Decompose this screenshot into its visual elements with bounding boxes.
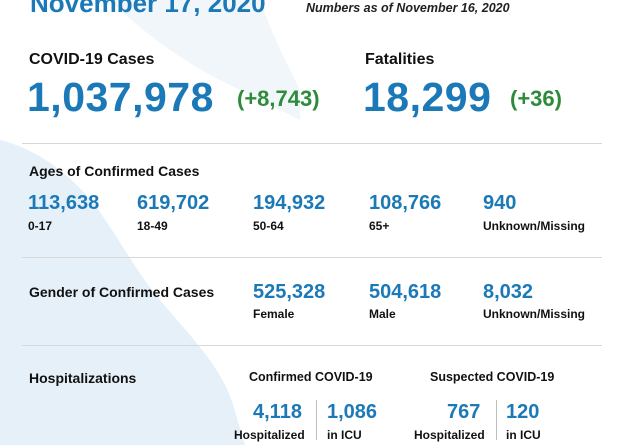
age-label-0-17: 0-17 [28, 219, 53, 233]
cases-delta: (+8,743) [237, 86, 320, 111]
gender-label-male: Male [369, 307, 396, 321]
age-label-50-64: 50-64 [253, 219, 284, 233]
cases-total: 1,037,978 [27, 74, 214, 120]
age-label-18-49: 18-49 [137, 219, 168, 233]
confirmed-hospitalized-value: 4,118 [253, 401, 302, 423]
age-label-65-plus: 65+ [369, 219, 390, 233]
age-value-0-17: 113,638 [28, 192, 100, 214]
suspected-hospitalized-value: 767 [447, 401, 481, 423]
fatalities-total: 18,299 [363, 74, 492, 120]
divider [22, 143, 602, 144]
confirmed-covid-title: Confirmed COVID-19 [249, 370, 373, 384]
gender-title: Gender of Confirmed Cases [29, 284, 215, 300]
cases-label: COVID-19 Cases [29, 51, 155, 68]
suspected-hospitalized-label: Hospitalized [414, 428, 485, 442]
column-separator [316, 400, 317, 440]
as-of-note: Numbers as of November 16, 2020 [306, 1, 510, 15]
gender-value-female: 525,328 [253, 281, 326, 303]
divider [22, 257, 602, 258]
confirmed-icu-value: 1,086 [327, 401, 378, 423]
suspected-covid-title: Suspected COVID-19 [430, 370, 555, 384]
gender-label-female: Female [253, 307, 295, 321]
confirmed-hospitalized-label: Hospitalized [234, 428, 305, 442]
divider [22, 345, 602, 346]
ages-title: Ages of Confirmed Cases [29, 163, 200, 179]
column-separator [496, 400, 497, 440]
confirmed-icu-label: in ICU [327, 428, 362, 442]
gender-label-unknown: Unknown/Missing [483, 307, 585, 321]
suspected-icu-label: in ICU [506, 428, 541, 442]
gender-value-unknown: 8,032 [483, 281, 534, 303]
age-value-65-plus: 108,766 [369, 192, 442, 214]
age-value-50-64: 194,932 [253, 192, 326, 214]
gender-value-male: 504,618 [369, 281, 442, 303]
fatalities-delta: (+36) [510, 86, 562, 111]
suspected-icu-value: 120 [506, 401, 540, 423]
age-value-18-49: 619,702 [137, 192, 210, 214]
age-label-unknown: Unknown/Missing [483, 219, 585, 233]
fatalities-label: Fatalities [365, 51, 435, 68]
hospitalizations-title: Hospitalizations [29, 370, 137, 386]
report-date: November 17, 2020 [30, 0, 266, 18]
age-value-unknown: 940 [483, 192, 517, 214]
